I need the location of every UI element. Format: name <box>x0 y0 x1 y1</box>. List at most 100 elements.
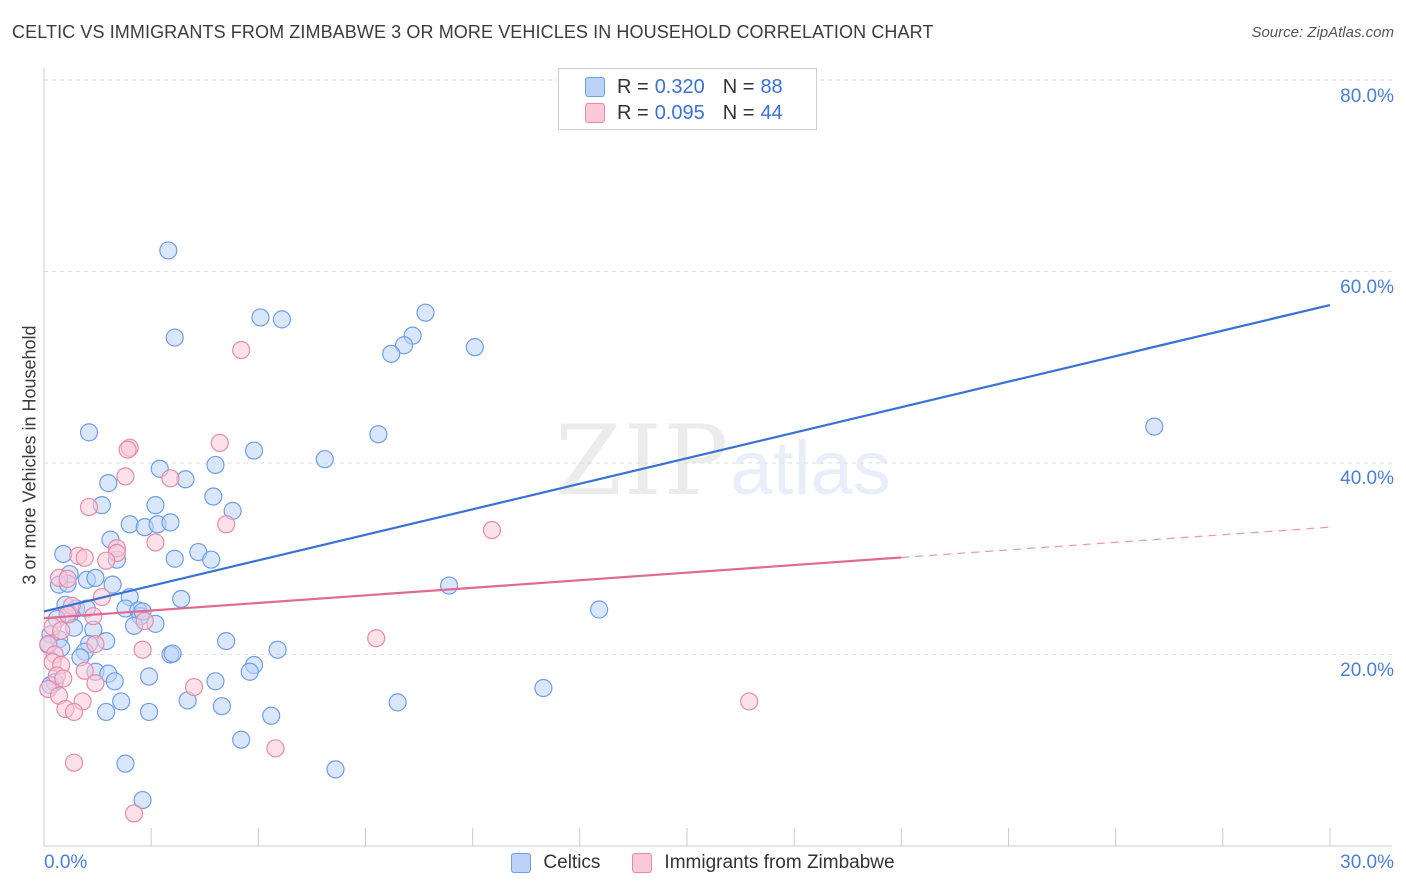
watermark: ZIPatlas <box>555 405 891 517</box>
zimbabwe-swatch <box>585 103 605 123</box>
celtics-point <box>232 730 251 749</box>
zimbabwe-point <box>75 661 94 680</box>
watermark-atlas: atlas <box>730 426 891 511</box>
zimbabwe-point <box>116 467 135 486</box>
zimbabwe-point <box>146 533 165 552</box>
celtics-point <box>206 672 225 691</box>
celtics-point <box>534 678 553 698</box>
zimbabwe-point <box>232 340 251 360</box>
celtics-point <box>165 549 184 568</box>
celtics-point <box>272 310 292 329</box>
celtics-point <box>388 693 407 712</box>
source-credit: Source: ZipAtlas.com <box>1251 24 1394 41</box>
y-tick-label-20: 20.0% <box>1340 660 1394 681</box>
scatter-points <box>39 241 1164 823</box>
celtics-point <box>416 303 435 322</box>
stats-legend-row-celtics: R = 0.320 N = 88 <box>585 74 783 100</box>
celtics-point <box>105 672 124 691</box>
celtics-point <box>146 496 165 515</box>
celtics-point <box>206 455 225 475</box>
zimbabwe-point <box>64 753 84 772</box>
celtics-point <box>120 515 139 534</box>
zimbabwe-point <box>217 515 236 534</box>
celtics-point <box>176 470 195 489</box>
n-value: 44 <box>760 101 783 124</box>
zimbabwe-point <box>124 804 144 823</box>
celtics-point <box>161 513 180 532</box>
celtics-point <box>315 450 334 469</box>
celtics-point <box>212 697 231 716</box>
n-label: N = <box>722 101 755 124</box>
legend-label-celtics: Celtics <box>543 852 601 873</box>
zimbabwe-point <box>133 640 152 659</box>
celtics-point <box>217 631 236 651</box>
celtics-point <box>326 760 345 779</box>
n-label: N = <box>722 75 755 98</box>
zimbabwe-point <box>52 621 71 640</box>
zimbabwe-point <box>740 692 759 711</box>
zimbabwe-point <box>135 611 154 631</box>
legend-label-zimbabwe: Immigrants from Zimbabwe <box>664 852 895 873</box>
r-value: 0.320 <box>654 75 705 98</box>
zimbabwe-point <box>161 469 180 488</box>
celtics-point <box>590 600 609 619</box>
celtics-point <box>439 576 459 595</box>
stats-legend-row-zimbabwe: R = 0.095 N = 44 <box>585 100 783 126</box>
r-value: 0.095 <box>654 101 705 124</box>
trend-lines <box>43 303 1331 620</box>
celtics-point <box>1145 417 1164 436</box>
axes <box>43 68 1392 847</box>
celtics-point <box>86 568 105 588</box>
zimbabwe-point <box>367 629 386 648</box>
celtics-point <box>202 550 221 569</box>
x-tick-label-min: 0.0% <box>44 852 88 873</box>
zimbabwe-point <box>86 634 105 654</box>
celtics-point <box>262 706 281 725</box>
r-label: R = <box>617 75 649 98</box>
zimbabwe-point <box>86 674 105 693</box>
celtics-point <box>268 640 287 659</box>
zimbabwe-point <box>266 739 285 758</box>
n-value: 88 <box>760 75 783 98</box>
celtics-point <box>369 425 388 444</box>
celtics-point <box>204 487 223 506</box>
zimbabwe-point <box>184 677 204 697</box>
celtics-point <box>103 575 122 594</box>
celtics-point <box>240 662 259 681</box>
zimbabwe-point <box>118 440 137 459</box>
celtics-point <box>163 644 182 663</box>
zimbabwe-point <box>58 569 77 588</box>
y-tick-label-40: 40.0% <box>1340 468 1394 489</box>
celtics-point <box>251 308 270 327</box>
legend-item-zimbabwe[interactable]: Immigrants from Zimbabwe <box>632 852 895 874</box>
celtics-point <box>99 474 118 493</box>
celtics-point <box>172 589 191 609</box>
gridlines <box>44 79 1392 655</box>
celtics-point <box>394 336 414 355</box>
celtics-point <box>382 344 401 363</box>
celtics-point <box>465 338 484 357</box>
stats-legend: R = 0.320 N = 88 R = 0.095 N = 44 <box>558 68 817 130</box>
legend-item-celtics[interactable]: Celtics <box>511 852 600 874</box>
zimbabwe-point <box>84 607 103 626</box>
celtics-point <box>79 423 99 442</box>
zimbabwe-point <box>482 520 502 540</box>
zimbabwe-point <box>64 702 84 722</box>
celtics-swatch <box>585 77 605 97</box>
watermark-zip: ZIP <box>555 405 731 517</box>
celtics-point <box>54 544 73 564</box>
celtics-point <box>139 702 159 722</box>
chart-title: CELTIC VS IMMIGRANTS FROM ZIMBABWE 3 OR … <box>12 22 934 42</box>
celtics-point <box>244 441 264 460</box>
celtics-point <box>133 790 152 810</box>
celtics-point <box>159 241 178 260</box>
zimbabwe-point <box>75 548 94 567</box>
celtics-point <box>97 702 116 722</box>
celtics-point <box>139 667 159 686</box>
zimbabwe-point <box>97 551 116 570</box>
y-axis-label: 3 or more Vehicles in Household <box>19 325 40 585</box>
zimbabwe-trend-line <box>43 556 902 620</box>
y-tick-label-60: 60.0% <box>1340 277 1394 298</box>
zimbabwe-point <box>79 497 99 517</box>
